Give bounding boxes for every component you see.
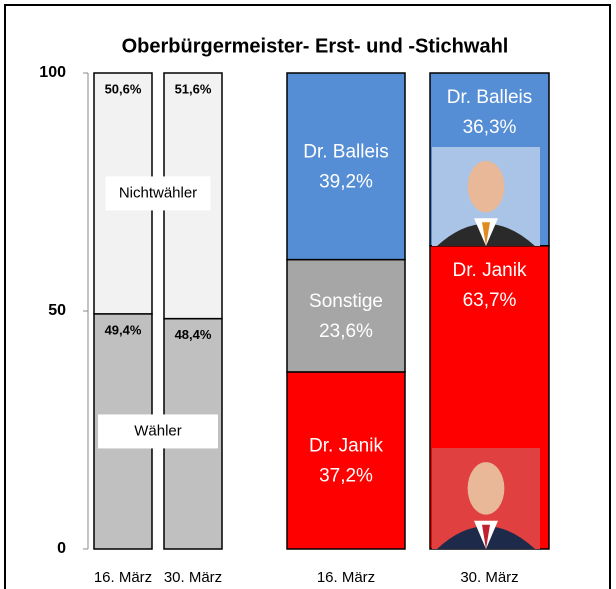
value-label: 51,6%: [175, 81, 212, 96]
x-tick-label: 30. März: [460, 569, 518, 586]
bar-segment: [286, 258, 406, 373]
value-label: 36,3%: [463, 117, 517, 138]
y-tick-label: 0: [57, 540, 66, 557]
segment-name: Sonstige: [309, 291, 383, 312]
value-label: 49,4%: [105, 322, 142, 337]
photo-tie: [482, 524, 490, 549]
value-label: 23,6%: [319, 321, 373, 342]
x-tick-label: 16. März: [94, 569, 152, 586]
value-label: 48,4%: [175, 327, 212, 342]
value-label: 63,7%: [463, 290, 517, 311]
bar-segment: [286, 72, 406, 261]
value-label: 39,2%: [319, 171, 373, 192]
x-tick-label: 30. März: [164, 569, 222, 586]
segment-name: Dr. Balleis: [303, 141, 389, 162]
bar-segment: [286, 371, 406, 550]
series-label-box: [98, 414, 218, 449]
chart-title: Oberbürgermeister- Erst- und -Stichwahl: [122, 35, 509, 57]
series-label-box: [105, 176, 211, 211]
candidate-photo: [432, 147, 540, 246]
photo-face: [467, 160, 505, 213]
series-label: Nichtwähler: [119, 184, 197, 201]
segment-name: Dr. Janik: [309, 435, 383, 456]
photo-tie: [482, 222, 490, 246]
series-label: Wähler: [134, 422, 182, 439]
candidate-photo: [432, 448, 540, 549]
frame: [4, 4, 611, 589]
y-tick-label: 100: [39, 64, 66, 81]
photo-face: [467, 462, 505, 515]
value-label: 50,6%: [105, 81, 142, 96]
value-label: 37,2%: [319, 465, 373, 486]
segment-name: Dr. Janik: [453, 260, 527, 281]
y-tick-label: 50: [48, 302, 66, 319]
segment-name: Dr. Balleis: [447, 87, 533, 108]
x-tick-label: 16. März: [317, 569, 375, 586]
